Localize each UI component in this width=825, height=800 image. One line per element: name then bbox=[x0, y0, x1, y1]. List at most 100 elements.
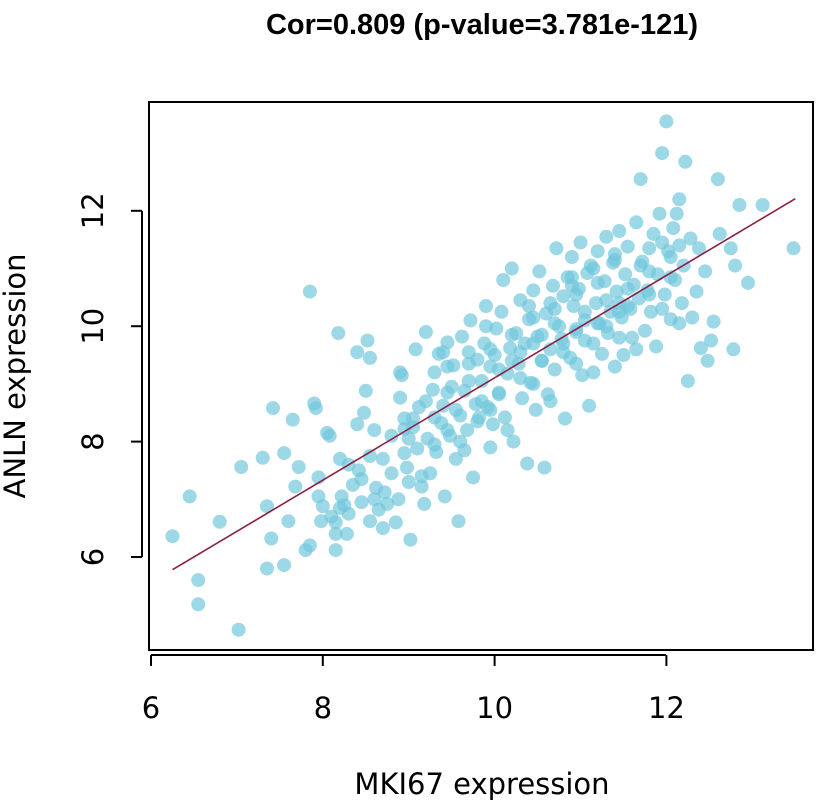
scatter-point bbox=[260, 499, 274, 514]
scatter-point bbox=[652, 206, 667, 221]
scatter-point bbox=[367, 492, 382, 507]
scatter-point bbox=[363, 449, 377, 463]
scatter-point bbox=[620, 281, 635, 296]
scatter-point bbox=[302, 538, 317, 553]
scatter-point bbox=[612, 224, 627, 238]
scatter-point bbox=[212, 514, 227, 529]
scatter-point bbox=[302, 284, 317, 299]
scatter-point bbox=[417, 496, 432, 511]
scatter-point bbox=[685, 310, 700, 325]
scatter-point bbox=[547, 301, 562, 316]
scatter-point bbox=[755, 198, 770, 212]
scatter-point bbox=[182, 489, 197, 504]
scatter-point bbox=[556, 345, 571, 360]
scatter-point bbox=[700, 353, 715, 368]
scatter-point bbox=[693, 341, 708, 356]
scatter-point bbox=[461, 374, 476, 388]
scatter-point bbox=[549, 241, 564, 256]
scatter-point bbox=[547, 316, 562, 331]
scatter-point bbox=[231, 622, 246, 637]
scatter-point bbox=[586, 365, 601, 380]
scatter-point bbox=[590, 244, 605, 259]
scatter-point bbox=[328, 543, 343, 558]
scatter-point bbox=[400, 460, 414, 475]
scatter-point bbox=[191, 573, 206, 588]
scatter-point bbox=[408, 342, 423, 357]
scatter-point bbox=[669, 206, 684, 221]
scatter-point bbox=[418, 325, 433, 339]
scatter-point bbox=[384, 428, 399, 443]
y-tick-label: 6 bbox=[76, 548, 110, 566]
scatter-point bbox=[363, 514, 377, 529]
scatter-point bbox=[504, 261, 519, 276]
scatter-point bbox=[291, 460, 306, 474]
scatter-point bbox=[556, 289, 571, 304]
scatter-point bbox=[607, 247, 622, 262]
scatter-point bbox=[672, 238, 687, 253]
scatter-point bbox=[425, 382, 440, 397]
scatter-point bbox=[546, 278, 560, 293]
scatter-point bbox=[704, 333, 719, 348]
scatter-point bbox=[504, 327, 519, 342]
scatter-point bbox=[537, 460, 552, 475]
scatter-point bbox=[595, 346, 609, 361]
points-layer bbox=[165, 114, 801, 637]
scatter-point bbox=[642, 241, 657, 256]
scatter-point bbox=[266, 401, 280, 416]
scatter-point bbox=[354, 472, 369, 487]
scatter-point bbox=[520, 456, 535, 471]
scatter-point bbox=[288, 479, 303, 494]
scatter-point bbox=[397, 446, 412, 461]
scatter-point bbox=[666, 221, 681, 236]
scatter-point bbox=[448, 451, 463, 466]
scatter-point bbox=[391, 492, 406, 507]
scatter-point bbox=[367, 423, 382, 438]
scatter-point bbox=[414, 479, 429, 494]
scatter-point bbox=[672, 316, 687, 331]
y-tick-label: 12 bbox=[76, 192, 110, 229]
scatter-point bbox=[393, 365, 408, 380]
scatter-point bbox=[515, 391, 530, 406]
scatter-point bbox=[655, 146, 670, 161]
scatter-point bbox=[786, 241, 801, 256]
scatter-point bbox=[375, 521, 390, 536]
scatter-point bbox=[234, 460, 249, 474]
scatter-point bbox=[354, 495, 369, 510]
scatter-point bbox=[577, 333, 592, 348]
scatter-point bbox=[607, 359, 622, 374]
scatter-point bbox=[637, 323, 652, 338]
scatter-point bbox=[526, 283, 541, 298]
scatter-point bbox=[649, 339, 664, 354]
scatter-point bbox=[455, 329, 469, 344]
scatter-point bbox=[689, 284, 704, 299]
scatter-point bbox=[491, 385, 506, 400]
scatter-point bbox=[277, 558, 292, 573]
scatter-point bbox=[564, 250, 579, 264]
scatter-point bbox=[388, 515, 403, 530]
scatter-point bbox=[692, 241, 706, 256]
scatter-point bbox=[461, 356, 476, 371]
scatter-point bbox=[440, 423, 455, 438]
scatter-point bbox=[485, 417, 500, 432]
scatter-point bbox=[526, 336, 541, 351]
scatter-point bbox=[672, 192, 687, 207]
scatter-point bbox=[483, 342, 498, 357]
scatter-point bbox=[331, 326, 346, 341]
x-tick-label: 12 bbox=[648, 691, 685, 725]
y-axis-label: ANLN expression bbox=[0, 253, 32, 498]
scatter-point bbox=[397, 411, 412, 426]
scatter-point bbox=[564, 270, 579, 285]
scatter-point bbox=[620, 299, 635, 313]
scatter-point bbox=[483, 359, 498, 374]
scatter-point bbox=[401, 475, 416, 489]
scatter-point bbox=[558, 411, 572, 426]
scatter-point bbox=[569, 287, 584, 302]
scatter-point bbox=[712, 226, 727, 241]
scatter-point bbox=[706, 314, 721, 329]
scatter-point bbox=[470, 414, 485, 429]
regression-line bbox=[172, 198, 796, 571]
scatter-point bbox=[723, 241, 738, 256]
scatter-point bbox=[663, 270, 678, 285]
scatter-point bbox=[618, 267, 633, 282]
scatter-point bbox=[698, 264, 713, 279]
